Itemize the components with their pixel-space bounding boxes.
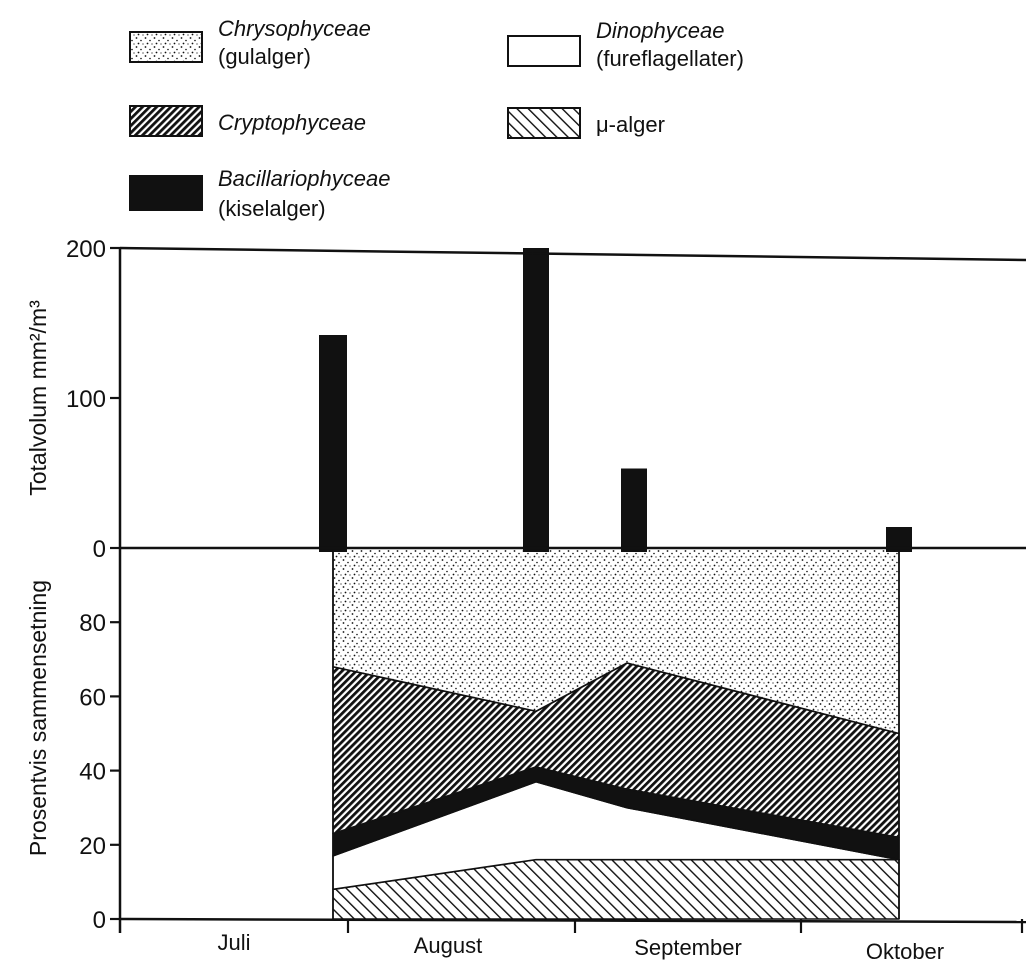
legend-label-chrysophyceae: Chrysophyceae xyxy=(218,16,371,41)
legend-swatch-my-alger xyxy=(507,107,581,139)
y-tick-label-percent-80: 80 xyxy=(79,610,106,637)
y-tick-label-percent-40: 40 xyxy=(79,759,106,786)
legend-label-bacillariophyceae: Bacillariophyceae xyxy=(218,166,390,191)
legend-swatch-bacillariophyceae xyxy=(129,175,203,211)
bar-bacillariophyceae-3 xyxy=(621,468,647,552)
legend-label-dinophyceae: Dinophyceae xyxy=(596,18,724,43)
legend-item-dinophyceae: Dinophyceae (fureflagellater) xyxy=(507,18,744,71)
bar-bacillariophyceae-2 xyxy=(523,248,549,552)
x-tick-label-juli: Juli xyxy=(217,930,250,955)
y-tick-label-percent-0: 0 xyxy=(93,907,106,934)
bar-bacillariophyceae-1 xyxy=(319,335,347,552)
x-axis xyxy=(119,917,1026,924)
tick-labels: 0 100 200 0 20 40 60 80 Juli August September Oktob… xyxy=(66,236,944,964)
legend-label-my-alger: μ-alger xyxy=(596,112,665,137)
legend-label-cryptophyceae: Cryptophyceae xyxy=(218,110,366,135)
x-tick-label-september: September xyxy=(634,935,742,960)
legend-item-cryptophyceae: Cryptophyceae xyxy=(129,105,366,137)
x-tick-label-august: August xyxy=(414,933,483,958)
legend-sub-dinophyceae: (fureflagellater) xyxy=(596,46,744,71)
legend-swatch-cryptophyceae xyxy=(129,105,203,137)
legend-item-bacillariophyceae: Bacillariophyceae (kiselalger) xyxy=(129,166,390,221)
y-tick-label-volume-100: 100 xyxy=(66,386,106,413)
legend-item-my-alger: μ-alger xyxy=(507,107,665,139)
y-tick-label-percent-60: 60 xyxy=(79,684,106,711)
axes xyxy=(118,246,1026,933)
legend-sub-chrysophyceae: (gulalger) xyxy=(218,44,311,69)
legend: Chrysophyceae (gulalger) Dinophyceae (fu… xyxy=(129,16,744,221)
y-axis-title-volume: Totalvolum mm²/m³ xyxy=(25,300,51,496)
legend-item-chrysophyceae: Chrysophyceae (gulalger) xyxy=(129,16,371,69)
y-axis-title-percent: Prosentvis sammensetning xyxy=(25,580,51,856)
legend-swatch-chrysophyceae xyxy=(129,31,203,63)
legend-sub-bacillariophyceae: (kiselalger) xyxy=(218,196,326,221)
legend-swatch-dinophyceae xyxy=(507,35,581,67)
y-tick-label-volume-200: 200 xyxy=(66,236,106,263)
x-tick-label-oktober: Oktober xyxy=(866,939,944,964)
y-tick-label-percent-20: 20 xyxy=(79,833,106,860)
y-tick-label-volume-0: 0 xyxy=(93,536,106,563)
bar-plot xyxy=(319,248,912,552)
top-line-200 xyxy=(119,246,1026,262)
stacked-area-plot xyxy=(332,547,900,920)
